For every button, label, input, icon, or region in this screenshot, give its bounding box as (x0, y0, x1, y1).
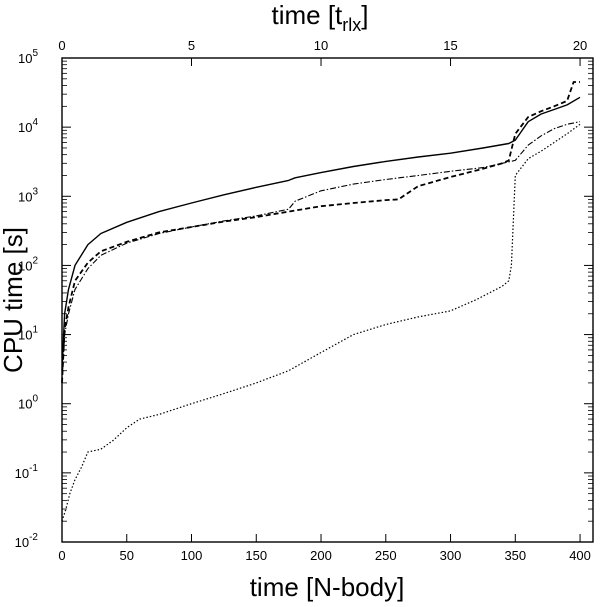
y-tick-label: 102 (18, 255, 38, 273)
x-tick-label: 0 (58, 548, 65, 563)
series-line-dashed (61, 81, 580, 383)
x-tick-label: 400 (569, 548, 591, 563)
x-tick-label: 300 (440, 548, 462, 563)
x-tick-label: 50 (120, 548, 134, 563)
y-tick-label: 100 (18, 394, 38, 412)
y-axis-title: CPU time [s] (0, 227, 28, 373)
series-line-dotted (61, 123, 581, 522)
y-tick-label: 10-1 (15, 463, 39, 481)
x-tick-label: 150 (245, 548, 267, 563)
x-tick-label: 250 (375, 548, 397, 563)
y-tick-label: 101 (18, 325, 38, 343)
axis-ticks: 0 50 100 150 200 250 300 350 400 0 5 10 15 20 10-2 10-1… (15, 38, 593, 563)
y-tick-label: 103 (18, 186, 38, 204)
series-line-dash-dot (61, 121, 581, 383)
series-line-solid (61, 96, 581, 371)
x-axis-title: time [N-body] (250, 572, 405, 602)
y-tick-label: 105 (18, 48, 38, 66)
x2-tick-label: 20 (573, 38, 587, 53)
x2-axis-title: time [trlx] (271, 0, 368, 35)
plot-frame (61, 57, 594, 543)
x-tick-label: 200 (310, 548, 332, 563)
x2-tick-label: 0 (58, 38, 65, 53)
y-tick-label: 10-2 (15, 532, 39, 550)
x2-tick-label: 15 (443, 38, 457, 53)
x2-tick-label: 5 (188, 38, 195, 53)
x-tick-label: 100 (181, 548, 203, 563)
y-tick-label: 104 (18, 117, 38, 135)
series-layer (61, 81, 581, 522)
x2-tick-label: 10 (314, 38, 328, 53)
x-tick-label: 350 (504, 548, 526, 563)
